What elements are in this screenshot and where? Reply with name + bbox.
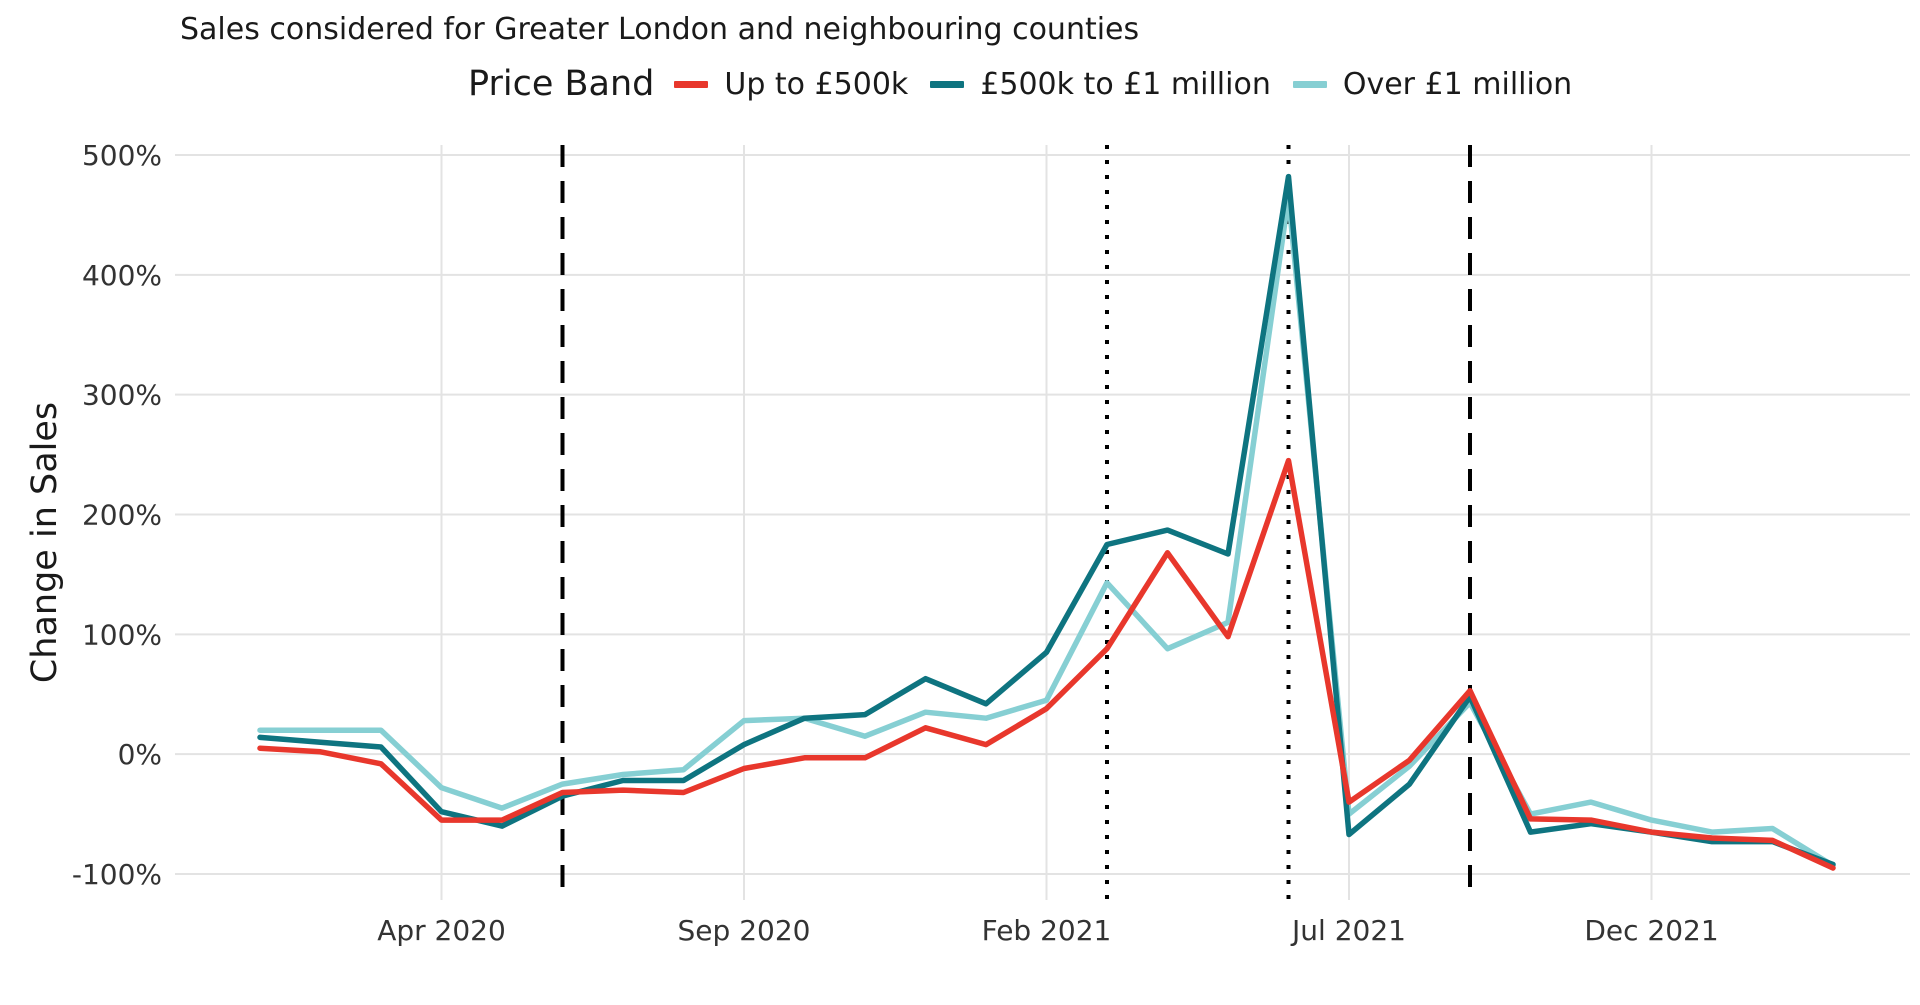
y-tick-label: -100% — [72, 858, 162, 891]
legend-title: Price Band — [468, 64, 655, 104]
legend-label-500k-to-1m: £500k to £1 million — [980, 66, 1271, 102]
series-line-over-1m — [257, 194, 1836, 869]
y-tick-label: 0% — [118, 738, 162, 771]
x-tick-label: Feb 2021 — [982, 914, 1112, 947]
legend-label-up-to-500k: Up to £500k — [724, 66, 909, 102]
event-lines — [560, 145, 1472, 900]
y-tick-label: 500% — [82, 139, 162, 172]
y-tick-label: 200% — [82, 499, 162, 532]
x-tick-label: Apr 2020 — [377, 914, 506, 947]
x-tick-label: Sep 2020 — [678, 914, 811, 947]
legend: Price Band Up to £500k £500k to £1 milli… — [468, 64, 1594, 104]
legend-item-500k-to-1m: £500k to £1 million — [930, 67, 1271, 102]
x-axis-ticks: Apr 2020 Sep 2020 Feb 2021 Jul 2021 Dec 2021 — [377, 914, 1718, 947]
legend-swatch-over-1m — [1292, 80, 1327, 88]
series-line-500k-to-1m — [257, 173, 1836, 868]
x-tick-label: Dec 2021 — [1584, 914, 1718, 947]
legend-item-up-to-500k: Up to £500k — [674, 67, 908, 102]
chart-subtitle: Sales considered for Greater London and … — [180, 12, 1140, 47]
x-tick-label: Jul 2021 — [1290, 914, 1406, 947]
legend-label-over-1m: Over £1 million — [1342, 66, 1573, 102]
y-axis-label: Change in Sales — [25, 402, 65, 683]
y-axis-ticks: 500% 400% 300% 200% 100% 0% -100% — [72, 139, 162, 891]
series-lines — [257, 173, 1836, 871]
y-tick-label: 300% — [82, 379, 162, 412]
legend-item-over-1m: Over £1 million — [1292, 66, 1573, 102]
legend-swatch-up-to-500k — [674, 80, 709, 88]
y-tick-label: 400% — [82, 259, 162, 292]
legend-swatch-500k-to-1m — [930, 80, 965, 88]
series-line-up-to-500k — [257, 457, 1836, 871]
grid-lines — [175, 145, 1910, 900]
y-tick-label: 100% — [82, 618, 162, 651]
